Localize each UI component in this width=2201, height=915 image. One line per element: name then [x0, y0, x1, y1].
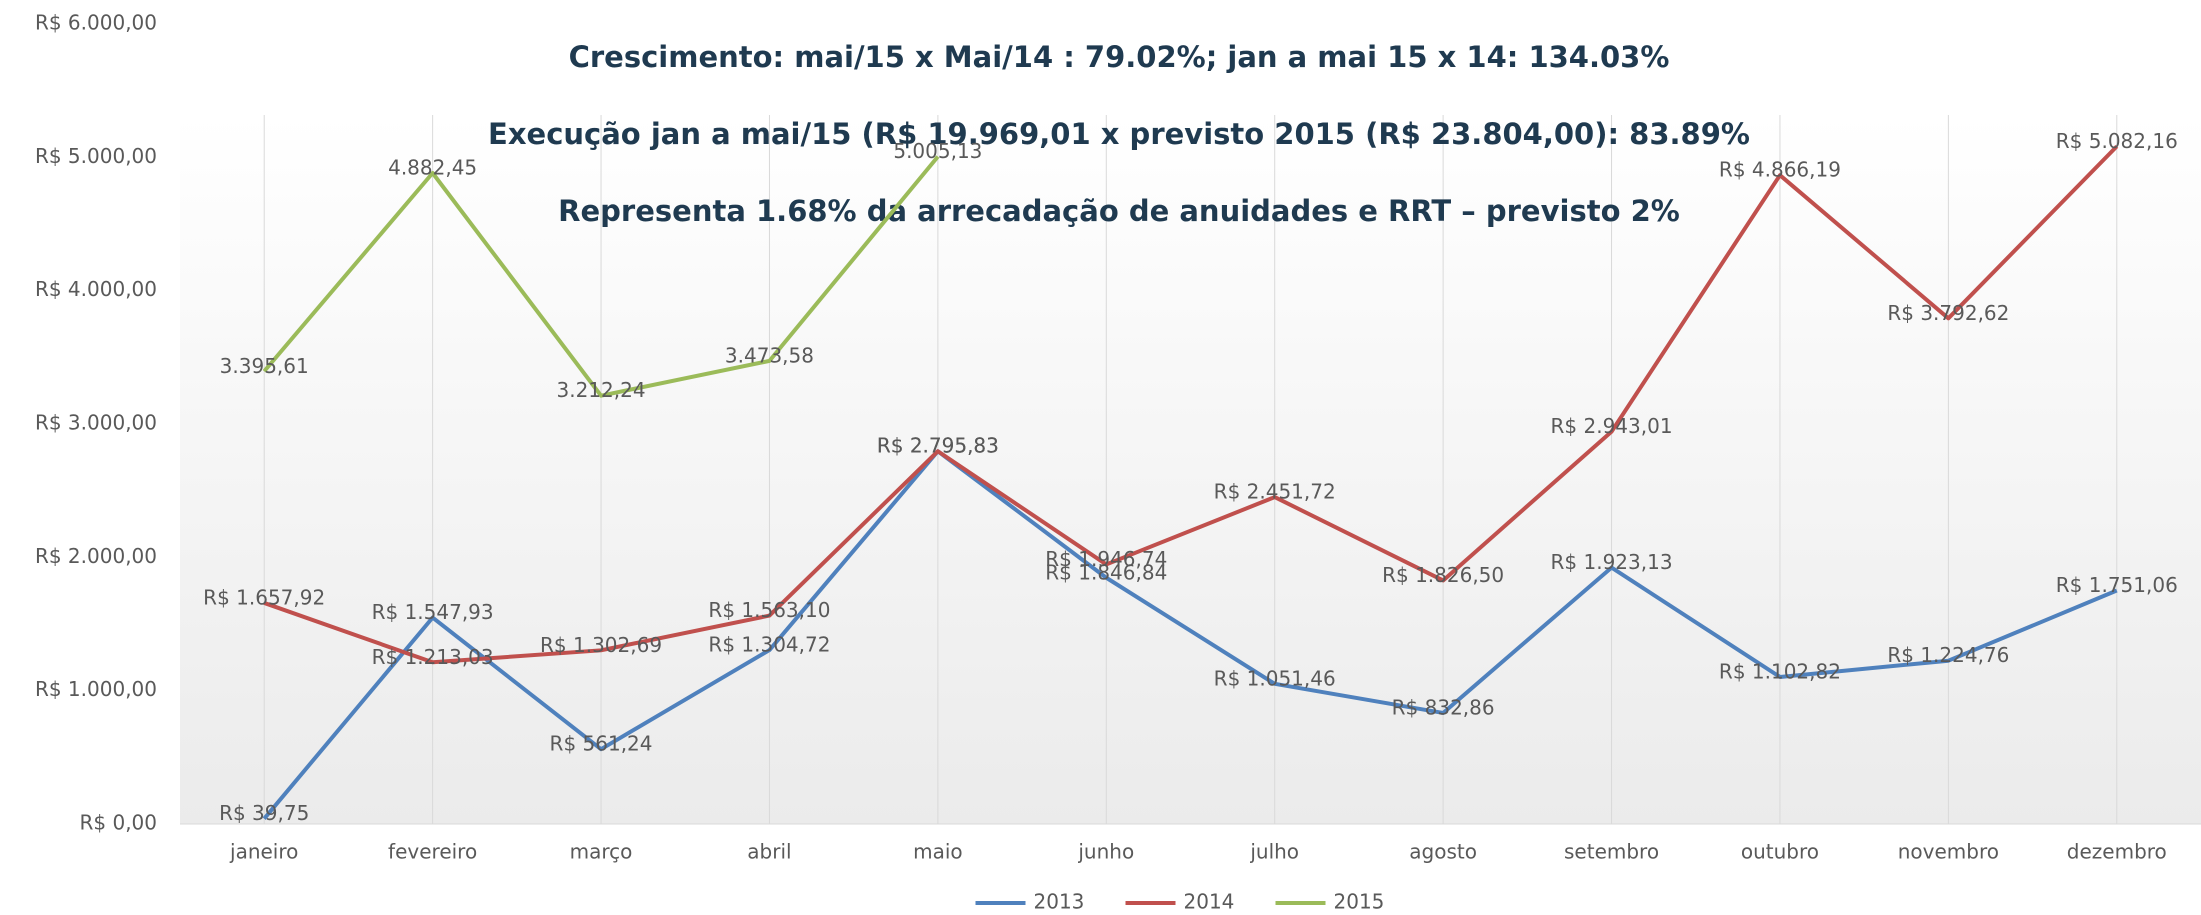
- data-label: R$ 1.213,03: [372, 645, 494, 669]
- x-tick-label: setembro: [1564, 840, 1659, 864]
- data-label: R$ 2.795,83: [877, 434, 999, 458]
- data-label: R$ 1.224,76: [1887, 643, 2009, 667]
- data-label: R$ 1.051,46: [1214, 666, 1336, 690]
- annotation: Execução jan a mai/15 (R$ 19.969,01 x pr…: [488, 117, 1750, 151]
- data-label: R$ 5.082,16: [2056, 129, 2178, 153]
- data-label: R$ 39,75: [219, 801, 309, 825]
- legend-label: 2013: [1034, 890, 1085, 914]
- data-label: R$ 1.751,06: [2056, 573, 2178, 597]
- data-label: 3.212,24: [557, 378, 646, 402]
- annotation: Crescimento: mai/15 x Mai/14 : 79.02%; j…: [569, 40, 1670, 74]
- data-label: R$ 2.451,72: [1214, 480, 1336, 504]
- data-label: 4.882,45: [388, 156, 477, 180]
- data-label: R$ 1.657,92: [203, 585, 325, 609]
- data-label: R$ 1.547,93: [372, 600, 494, 624]
- x-tick-label: dezembro: [2067, 840, 2167, 864]
- data-label: R$ 561,24: [550, 732, 653, 756]
- data-label: R$ 1.846,84: [1045, 560, 1167, 584]
- data-label: R$ 3.792,62: [1887, 301, 2009, 325]
- x-tick-label: novembro: [1898, 840, 1999, 864]
- series-line: [263, 144, 2119, 665]
- x-tick-label: agosto: [1409, 840, 1477, 864]
- data-label: 3.395,61: [220, 354, 309, 378]
- data-label: R$ 832,86: [1392, 695, 1495, 719]
- data-label: R$ 1.563,10: [708, 598, 830, 622]
- legend-label: 2015: [1334, 890, 1385, 914]
- x-tick-label: fevereiro: [388, 840, 477, 864]
- data-label: R$ 2.795,83: [877, 434, 999, 458]
- data-label: R$ 1.102,82: [1719, 659, 1841, 683]
- x-tick-label: janeiro: [229, 840, 298, 864]
- y-tick-label: R$ 4.000,00: [35, 277, 157, 301]
- data-label: R$ 2.943,01: [1551, 414, 1673, 438]
- data-label: R$ 1.946,74: [1045, 547, 1167, 571]
- data-label: R$ 1.304,72: [708, 633, 830, 657]
- y-tick-label: R$ 1.000,00: [35, 677, 157, 701]
- y-tick-label: R$ 0,00: [79, 811, 157, 835]
- x-tick-label: julho: [1249, 840, 1299, 864]
- data-label: R$ 4.866,19: [1719, 158, 1841, 182]
- plot-background: [180, 115, 2201, 824]
- annotation: Representa 1.68% da arrecadação de anuid…: [558, 194, 1680, 228]
- x-tick-label: maio: [913, 840, 963, 864]
- y-tick-label: R$ 3.000,00: [35, 411, 157, 435]
- x-tick-label: março: [570, 840, 633, 864]
- y-tick-label: R$ 5.000,00: [35, 144, 157, 168]
- x-tick-label: junho: [1077, 840, 1134, 864]
- legend-label: 2014: [1184, 890, 1235, 914]
- data-label: 3.473,58: [725, 343, 814, 367]
- y-tick-label: R$ 6.000,00: [35, 11, 157, 35]
- x-tick-label: outubro: [1741, 840, 1819, 864]
- series-line: [262, 155, 940, 398]
- data-label: 5.005,13: [893, 139, 982, 163]
- x-tick-label: abril: [747, 840, 791, 864]
- data-label: R$ 1.826,50: [1382, 563, 1504, 587]
- series-line: [262, 449, 2118, 820]
- y-tick-label: R$ 2.000,00: [35, 544, 157, 568]
- data-label: R$ 1.923,13: [1551, 550, 1673, 574]
- data-label: R$ 1.302,69: [540, 633, 662, 657]
